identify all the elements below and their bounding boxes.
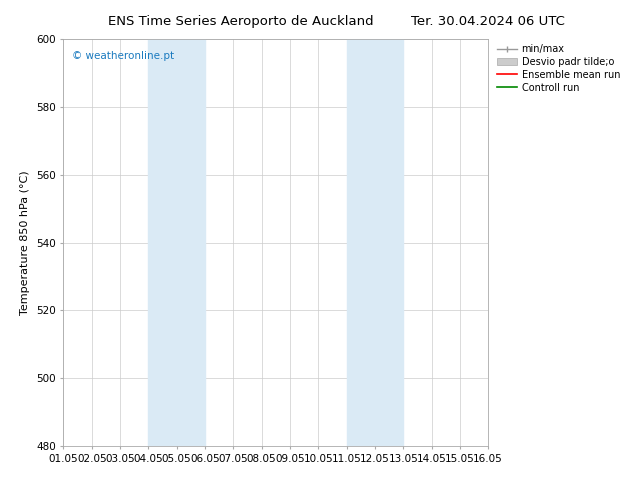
Y-axis label: Temperature 850 hPa (°C): Temperature 850 hPa (°C) — [20, 170, 30, 315]
Text: © weatheronline.pt: © weatheronline.pt — [72, 51, 174, 61]
Text: Ter. 30.04.2024 06 UTC: Ter. 30.04.2024 06 UTC — [411, 15, 565, 28]
Legend: min/max, Desvio padr tilde;o, Ensemble mean run, Controll run: min/max, Desvio padr tilde;o, Ensemble m… — [497, 44, 620, 93]
Bar — [347, 39, 403, 446]
Bar — [148, 39, 205, 446]
Text: ENS Time Series Aeroporto de Auckland: ENS Time Series Aeroporto de Auckland — [108, 15, 373, 28]
